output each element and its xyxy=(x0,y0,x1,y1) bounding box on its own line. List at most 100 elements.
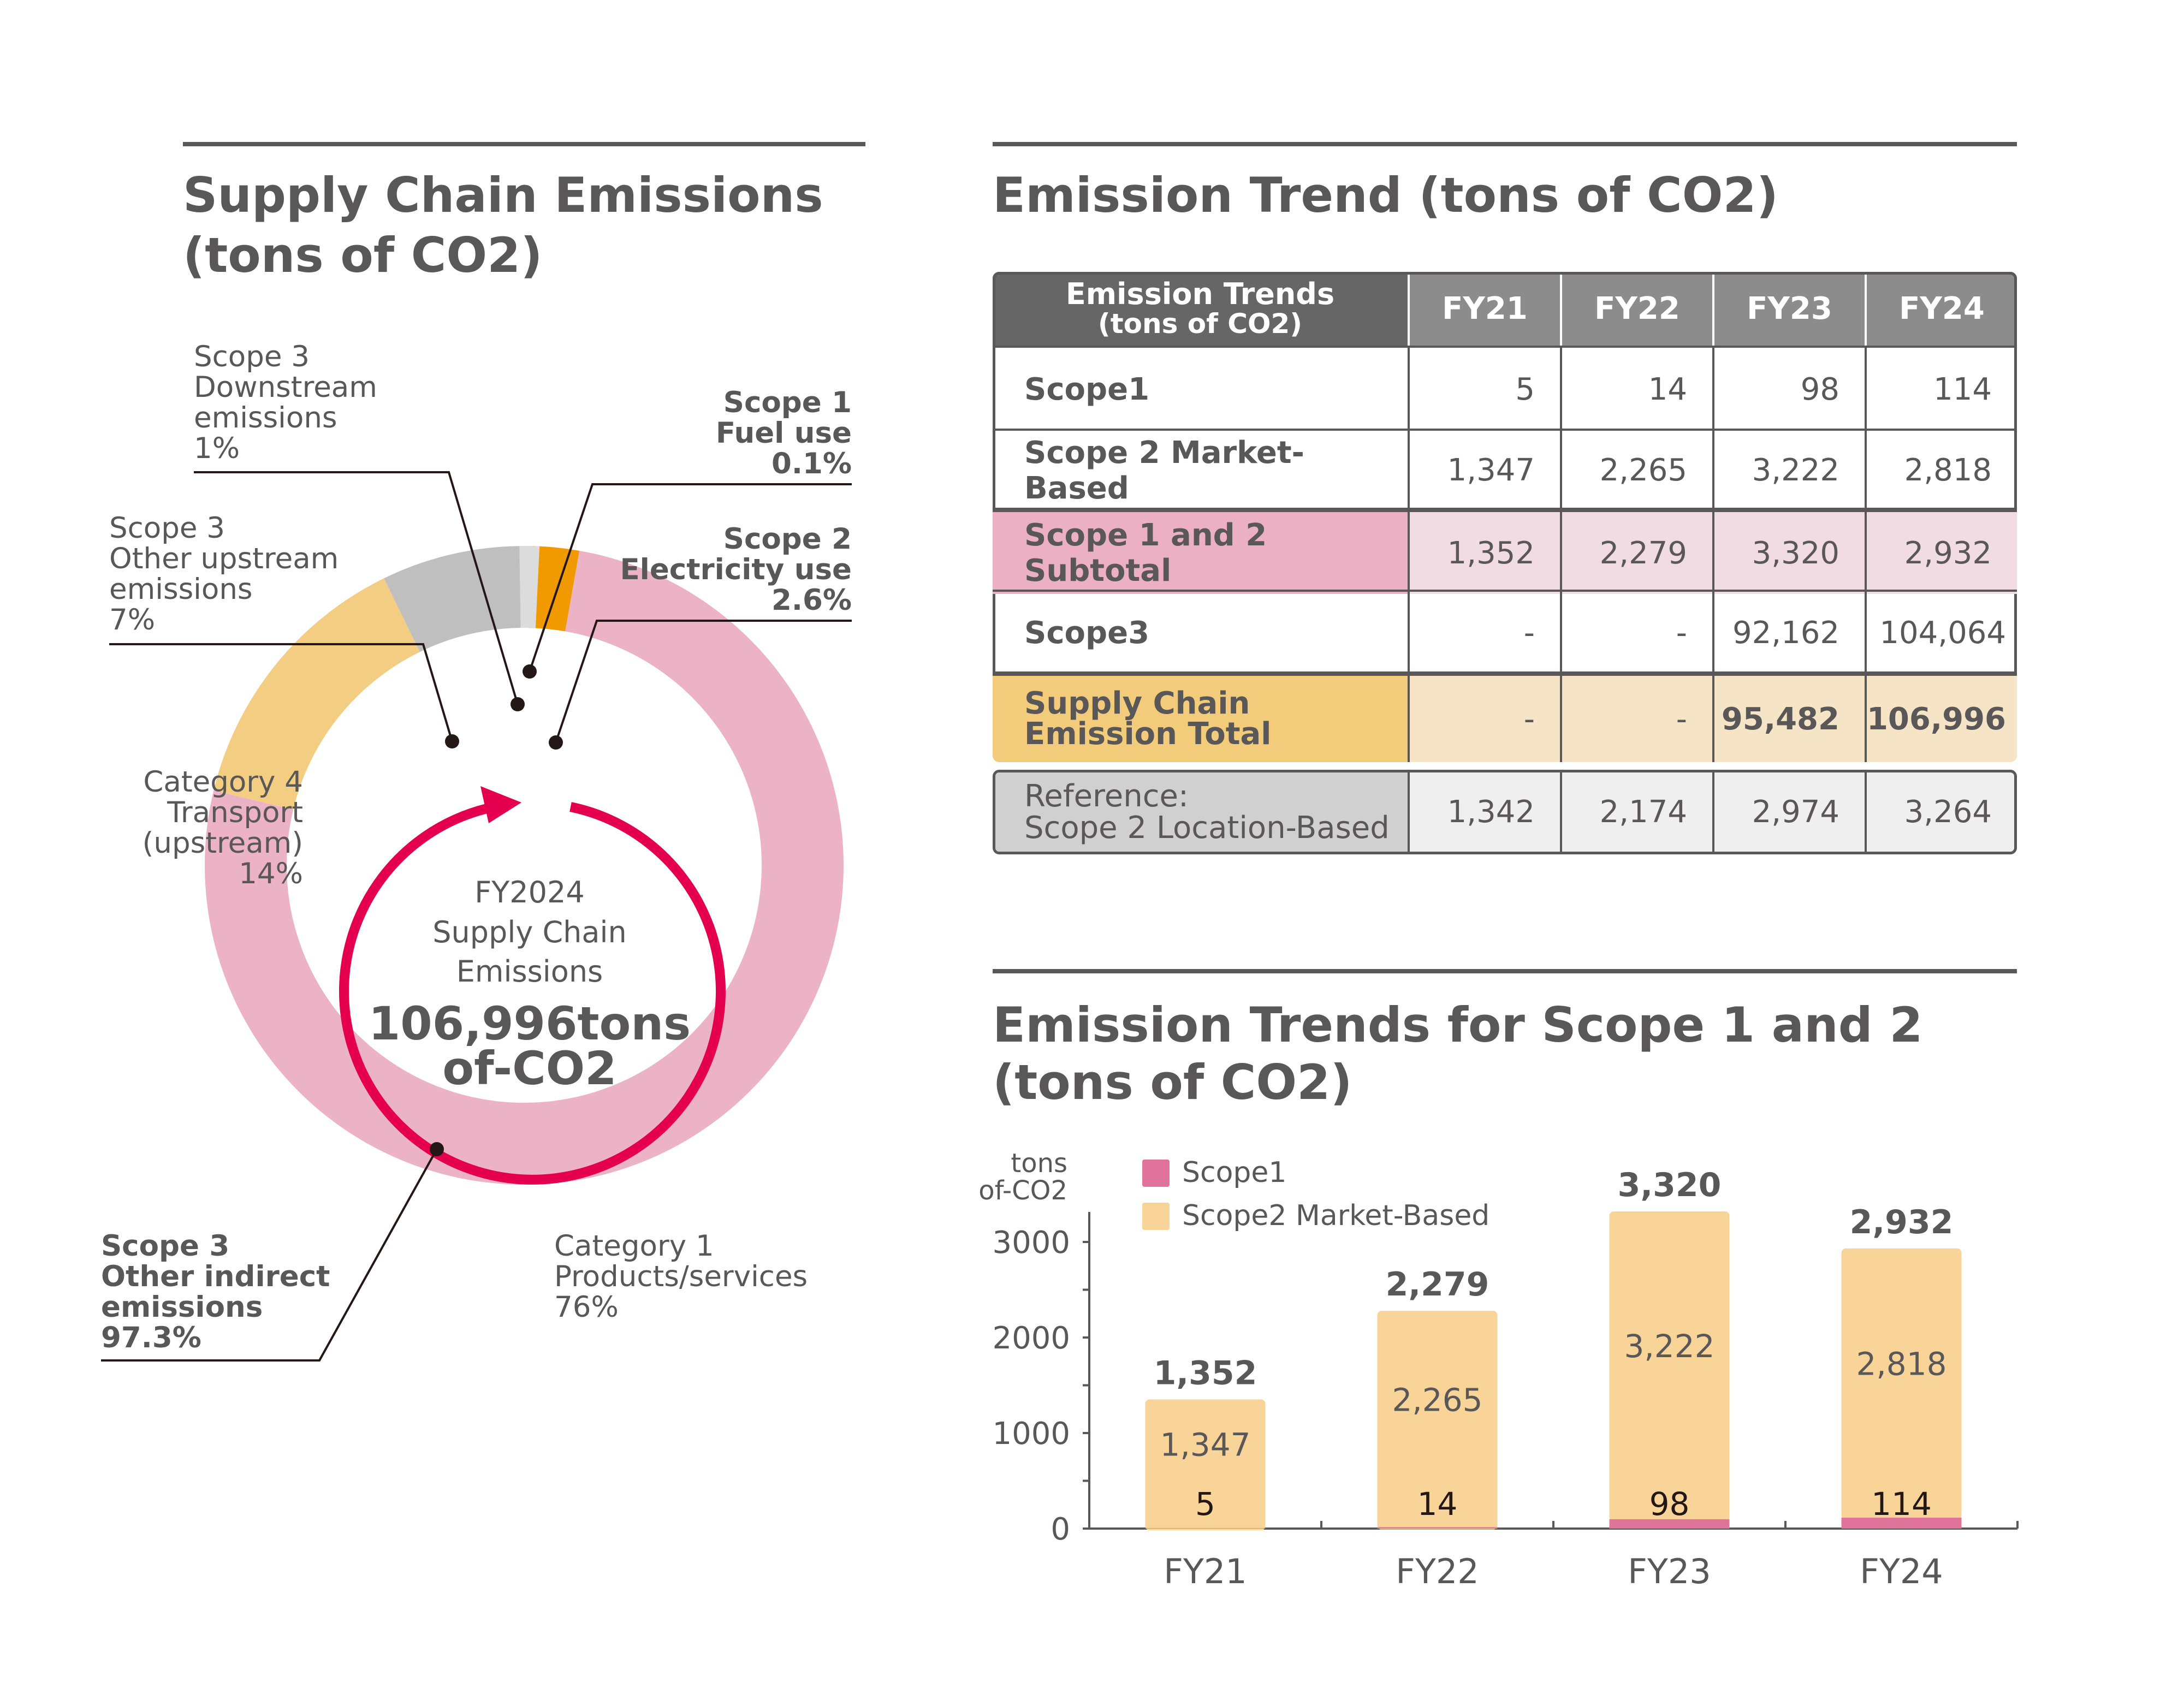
bar-title-line2: (tons of CO2) xyxy=(993,1054,1352,1110)
emission-table: Emission Trends (tons of CO2) FY21 FY22 … xyxy=(993,272,2017,856)
table-row-reference-label-l1: Reference: xyxy=(1024,778,1189,814)
table-header-fy23: FY23 xyxy=(1712,272,1865,346)
dot-scope2 xyxy=(549,735,563,750)
table-cell: 98 xyxy=(1712,348,1865,431)
callout-downstream-l2: Downstream xyxy=(194,371,377,404)
callout-downstream-l1: Scope 3 xyxy=(194,340,310,373)
callout-cat4-l2: Transport xyxy=(167,796,303,829)
cycle-arrow-head xyxy=(480,786,521,823)
leader-indirect xyxy=(101,1149,438,1362)
bar-label-scope1: 14 xyxy=(1417,1485,1458,1523)
table-row-total: Supply Chain Emission Total - - 95,482 1… xyxy=(993,671,2017,762)
table-row-scope1: Scope1 5 14 98 114 xyxy=(993,346,2017,431)
bar-scope1 xyxy=(1145,1528,1266,1529)
leader-dots xyxy=(430,664,563,1156)
table-header-fy21: FY21 xyxy=(1408,272,1560,346)
legend-label-scope2: Scope2 Market-Based xyxy=(1182,1199,1490,1232)
table-cell: 92,162 xyxy=(1712,592,1865,674)
callout-cat4-l1: Category 4 xyxy=(143,765,303,799)
bar-label-scope2: 3,222 xyxy=(1624,1328,1714,1365)
dot-upstream xyxy=(445,734,459,748)
table-cell: - xyxy=(1408,592,1560,674)
callout-cat1-l1: Category 1 xyxy=(554,1229,714,1263)
y-tick-label: 1000 xyxy=(992,1416,1070,1452)
table-cell: 2,974 xyxy=(1712,772,1865,852)
callout-indirect-l3: emissions xyxy=(101,1291,263,1324)
callout-scope1-l1: Scope 1 xyxy=(723,386,852,419)
dot-scope1 xyxy=(523,664,537,679)
callout-cat4: Category 4 Transport (upstream) 14% xyxy=(93,767,303,889)
bar-label-scope2: 1,347 xyxy=(1160,1426,1250,1463)
donut-segment-4 xyxy=(384,546,521,652)
bar-title-line1: Emission Trends for Scope 1 and 2 xyxy=(993,997,1923,1053)
table-row-reference-label-l2: Scope 2 Location-Based xyxy=(1024,810,1390,846)
callout-downstream: Scope 3 Downstream emissions 1% xyxy=(194,342,377,464)
callout-indirect: Scope 3 Other indirect emissions 97.3% xyxy=(101,1231,330,1353)
table-header-label-l1: Emission Trends xyxy=(1065,276,1335,311)
dot-downstream xyxy=(511,697,525,711)
bar-total-label: 3,320 xyxy=(1618,1166,1722,1204)
table-title-rule xyxy=(993,142,2017,146)
callout-cat1-l3: 76% xyxy=(554,1291,619,1324)
callout-indirect-l2: Other indirect xyxy=(101,1260,330,1293)
bar-label-scope1: 5 xyxy=(1195,1485,1215,1523)
callout-scope1-l2: Fuel use xyxy=(715,417,852,450)
callout-scope2: Scope 2 Electricity use 2.6% xyxy=(579,524,852,616)
donut-title-line1: Supply Chain Emissions xyxy=(183,167,823,223)
donut-segment-3 xyxy=(213,578,420,810)
table-cell: 2,818 xyxy=(1865,431,2017,510)
callout-scope2-l1: Scope 2 xyxy=(723,522,852,556)
donut-center-value-line2: of-CO2 xyxy=(442,1042,617,1095)
table-cell: 3,222 xyxy=(1712,431,1865,510)
donut-center-line1: Supply Chain xyxy=(432,915,627,949)
donut-segment-1 xyxy=(526,546,580,632)
donut-segment-5 xyxy=(519,546,540,628)
callout-cat4-l3: (upstream) xyxy=(142,827,303,860)
x-tick-label: FY21 xyxy=(1164,1552,1247,1591)
table-cell: 104,064 xyxy=(1865,592,2017,674)
bar-scope2 xyxy=(1609,1211,1730,1521)
table-row-scope3: Scope3 - - 92,162 104,064 xyxy=(993,590,2017,674)
callout-scope1-l3: 0.1% xyxy=(771,447,852,480)
dot-indirect xyxy=(430,1142,444,1156)
bar-label-scope1: 98 xyxy=(1649,1485,1690,1523)
table-cell: 5 xyxy=(1408,348,1560,431)
table-title: Emission Trend (tons of CO2) xyxy=(993,167,1778,223)
bar-label-scope1: 114 xyxy=(1871,1485,1932,1523)
bar-scope2 xyxy=(1841,1248,1962,1520)
legend-swatch-scope2 xyxy=(1142,1203,1170,1230)
table-cell: 1,347 xyxy=(1408,431,1560,510)
table-cell: - xyxy=(1408,676,1560,762)
table-header-row: Emission Trends (tons of CO2) FY21 FY22 … xyxy=(993,272,2017,346)
bar-scope2 xyxy=(1377,1311,1498,1530)
table-cell: 2,174 xyxy=(1560,772,1712,852)
bar-ylabel-line2: of-CO2 xyxy=(978,1175,1067,1206)
y-tick-label: 2000 xyxy=(992,1321,1070,1356)
donut-center-fy: FY2024 xyxy=(474,875,585,910)
callout-cat1-l2: Products/services xyxy=(554,1260,808,1293)
table-cell: 14 xyxy=(1560,348,1712,431)
bar-total-label: 2,279 xyxy=(1386,1265,1489,1304)
bar-scope1 xyxy=(1841,1518,1962,1529)
table-cell: 1,352 xyxy=(1408,512,1560,594)
table-row-scope2: Scope 2 Market-Based 1,347 2,265 3,222 2… xyxy=(993,429,2017,510)
left-title-rule xyxy=(183,142,865,146)
table-row-total-label: Supply Chain Emission Total xyxy=(993,676,1408,762)
callout-scope2-l2: Electricity use xyxy=(620,553,852,586)
legend-swatch-scope1 xyxy=(1142,1160,1170,1187)
table-header-label-l2: (tons of CO2) xyxy=(1097,307,1303,340)
leader-scope2 xyxy=(555,620,852,743)
table-row-total-label-l1: Supply Chain xyxy=(1024,686,1250,721)
table-row-scope1-label: Scope1 xyxy=(1024,371,1150,407)
callout-indirect-l1: Scope 3 xyxy=(101,1229,230,1263)
table-cell: 3,320 xyxy=(1712,512,1865,594)
table-row-reference-label: Reference: Scope 2 Location-Based xyxy=(995,772,1408,852)
callout-upstream-l2: Other upstream xyxy=(109,542,339,575)
x-tick-label: FY22 xyxy=(1396,1552,1479,1591)
table-row-total-label-l2: Emission Total xyxy=(1024,716,1272,752)
bar-total-label: 1,352 xyxy=(1154,1354,1257,1392)
table-cell: - xyxy=(1560,592,1712,674)
legend-label-scope1: Scope1 xyxy=(1182,1156,1287,1189)
leader-lines xyxy=(101,471,852,1362)
